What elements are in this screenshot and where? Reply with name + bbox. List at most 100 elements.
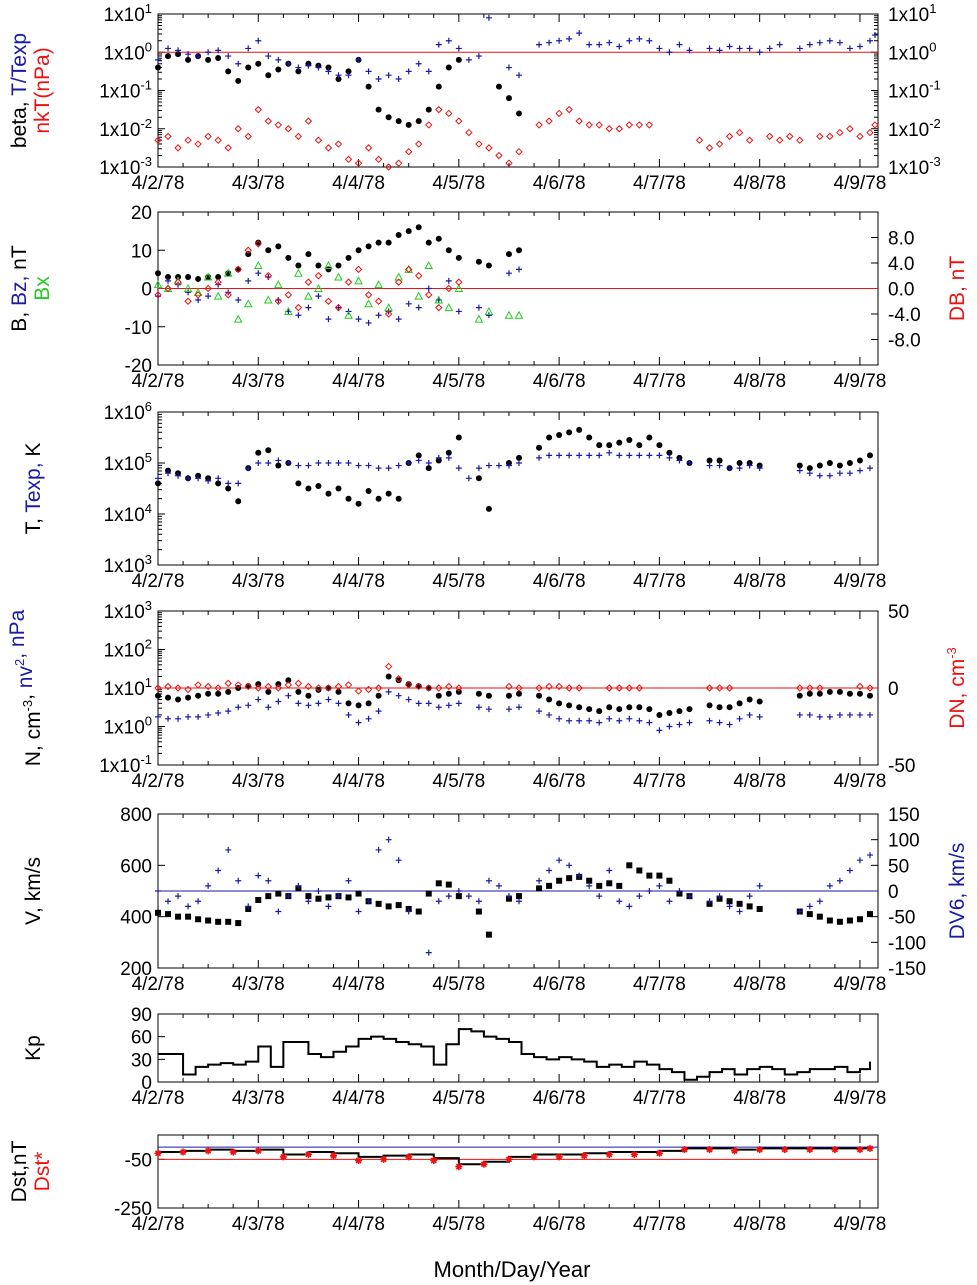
data-point (736, 465, 743, 472)
data-point (285, 60, 292, 67)
data-point (405, 460, 412, 466)
data-point (726, 721, 733, 728)
data-point (831, 1146, 839, 1154)
data-point (866, 452, 873, 459)
y-tick-label: 400 (120, 908, 152, 929)
data-point (705, 684, 714, 692)
data-point (475, 140, 483, 148)
data-point (395, 495, 402, 502)
data-point (606, 39, 613, 46)
data-point (229, 1148, 237, 1156)
series-beta (155, 51, 523, 128)
data-point (606, 442, 613, 449)
data-point (435, 41, 442, 48)
data-point (555, 109, 563, 118)
data-point (345, 254, 352, 261)
data-point (435, 83, 442, 90)
data-point (295, 480, 302, 487)
y-right-tick-label: 0.0 (888, 280, 914, 301)
data-point (645, 121, 654, 129)
data-point (335, 262, 342, 269)
data-point (656, 442, 663, 449)
data-point (656, 711, 663, 718)
data-point (154, 291, 162, 299)
x-tick-label: 4/3/78 (232, 1088, 285, 1109)
data-point (430, 1157, 438, 1165)
x-tick-label: 4/3/78 (232, 571, 285, 592)
data-point (566, 35, 573, 42)
y-right-tick-label: -50 (888, 756, 915, 777)
data-point (205, 49, 212, 56)
data-point (345, 68, 352, 75)
data-point (255, 696, 262, 703)
data-point (676, 41, 683, 48)
data-point (155, 56, 161, 63)
y-axis-label: Dst,nT (8, 1140, 31, 1202)
data-point (194, 291, 202, 299)
data-point (395, 231, 402, 238)
data-point (415, 272, 423, 280)
data-point (285, 460, 292, 466)
data-point (455, 465, 462, 472)
data-point (165, 53, 172, 60)
x-tick-label: 4/5/78 (432, 1214, 485, 1235)
x-tick-label: 4/8/78 (733, 1214, 786, 1235)
data-point (586, 717, 593, 724)
y-tick-label: 1x10-1 (99, 78, 152, 103)
data-point (325, 64, 332, 71)
data-point (384, 662, 393, 671)
data-point (205, 56, 212, 63)
data-point (394, 159, 403, 167)
data-point (245, 251, 252, 258)
data-point (556, 452, 563, 459)
x-tick-label: 4/8/78 (733, 771, 786, 792)
data-point (195, 916, 202, 923)
x-tick-label: 4/6/78 (533, 771, 586, 792)
data-point (384, 163, 393, 171)
data-point (856, 467, 863, 474)
data-point (871, 121, 879, 129)
data-point (731, 1147, 739, 1155)
data-point (646, 434, 653, 441)
data-point (454, 283, 464, 292)
data-point (334, 682, 343, 691)
data-point (425, 460, 432, 466)
data-point (304, 278, 313, 286)
data-point (225, 485, 232, 492)
data-point (295, 882, 302, 889)
data-point (545, 682, 553, 691)
data-point (435, 692, 442, 699)
data-point (265, 447, 272, 454)
data-point (465, 893, 472, 900)
data-point (736, 900, 743, 907)
data-point (234, 681, 242, 689)
data-point (204, 1147, 212, 1155)
data-point (455, 254, 462, 261)
data-point (185, 713, 192, 720)
data-point (516, 247, 523, 254)
y-axis-label: beta, T/Texp (8, 33, 31, 148)
data-point (223, 268, 233, 277)
data-point (374, 684, 383, 692)
y-tick-label: 1x105 (104, 450, 152, 475)
data-point (485, 312, 492, 319)
data-point (405, 68, 412, 75)
data-point (485, 262, 492, 269)
data-point (294, 679, 303, 688)
y-tick-label: 1x10-3 (99, 154, 152, 179)
data-point (756, 713, 763, 720)
data-point (375, 465, 382, 472)
data-point (595, 121, 603, 129)
data-point (284, 125, 293, 133)
data-point (193, 287, 203, 296)
data-point (225, 846, 232, 853)
data-point (345, 460, 352, 466)
data-point (344, 310, 353, 319)
data-point (404, 681, 413, 689)
data-point (305, 893, 312, 900)
data-point (445, 893, 452, 900)
data-point (425, 465, 432, 472)
panel-B: 4/2/78 4/3/78 4/4/78 4/5/78 4/6/78 4/7/78 4/8/… (8, 203, 969, 392)
data-point (866, 1144, 874, 1152)
data-point (304, 291, 313, 300)
